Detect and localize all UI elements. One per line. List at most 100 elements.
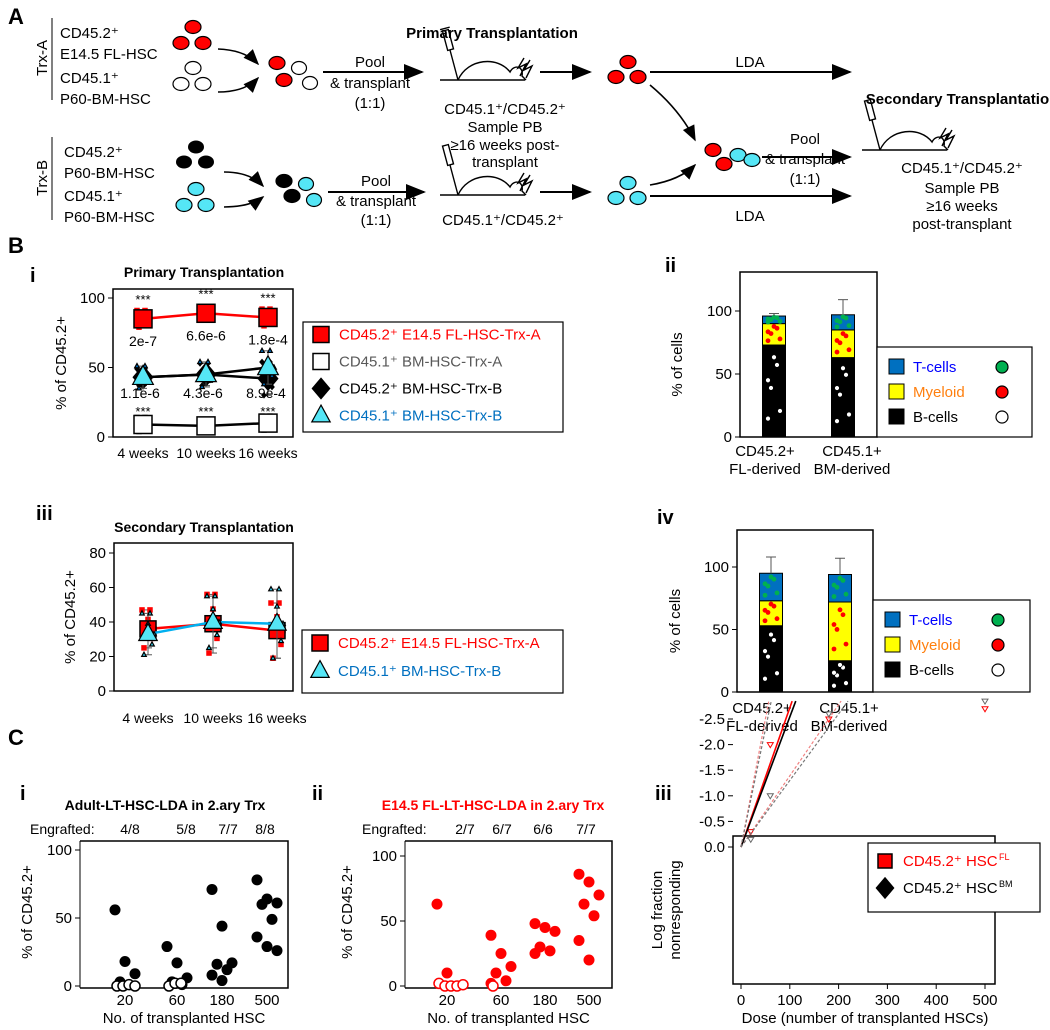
y-tick-label: -2.5 bbox=[699, 711, 725, 728]
replicate-dot bbox=[765, 377, 771, 383]
legend-dot bbox=[991, 663, 1005, 677]
replicate-dot bbox=[774, 362, 780, 368]
replicate-point bbox=[266, 346, 274, 354]
legend-marker-triangle bbox=[310, 403, 332, 423]
fit-line bbox=[740, 700, 797, 848]
charts: Primary Transplantation 0 50 100 % of CD45.2… bbox=[19, 264, 1041, 1027]
replicate-dot bbox=[843, 680, 849, 686]
replicate-dot bbox=[777, 408, 783, 414]
engrafted-fraction: 6/6 bbox=[533, 821, 553, 837]
engrafted-fraction: 2/7 bbox=[455, 821, 475, 837]
data-point-engrafted bbox=[544, 945, 556, 957]
bm-hsc-cells-white bbox=[172, 60, 212, 92]
x-tick-label: BM-derived bbox=[814, 461, 891, 478]
y-tick-label: 0 bbox=[98, 683, 106, 700]
y-tick-label: 20 bbox=[89, 649, 106, 666]
y-tick-label: -0.5 bbox=[699, 813, 725, 830]
replicate-dot bbox=[762, 618, 768, 624]
trx-a-donor2-marker: CD45.1⁺ bbox=[60, 70, 119, 87]
y-axis-label: % of CD45.2+ bbox=[339, 865, 356, 959]
sample-time-label: ≥16 weeks bbox=[926, 198, 998, 215]
replicate-point bbox=[198, 383, 206, 390]
data-point-engrafted bbox=[129, 968, 141, 980]
x-tick-label: FL-derived bbox=[726, 718, 798, 735]
x-tick-label: 4 weeks bbox=[122, 710, 173, 726]
data-point-not-engrafted bbox=[129, 980, 141, 992]
y-tick-label: 100 bbox=[47, 842, 72, 859]
data-point-engrafted bbox=[529, 948, 541, 959]
y-tick-label: 100 bbox=[704, 559, 729, 576]
bm-hsc-cells-cyan bbox=[175, 181, 215, 213]
replicate-dot bbox=[765, 329, 771, 335]
chart-title: Primary Transplantation bbox=[124, 264, 284, 280]
data-point-engrafted bbox=[266, 913, 278, 925]
x-tick-label: 0 bbox=[737, 992, 745, 1009]
replicate-point bbox=[196, 358, 204, 365]
mean-marker bbox=[258, 413, 278, 433]
pool-label: Pool bbox=[790, 131, 820, 148]
replicate-dot bbox=[774, 670, 780, 676]
data-point bbox=[746, 829, 755, 836]
y-tick-label: 0 bbox=[721, 684, 729, 701]
x-tick-label: 16 weeks bbox=[247, 710, 306, 726]
replicate-dot bbox=[774, 590, 780, 596]
legend-label: B-cells bbox=[913, 409, 958, 426]
significance-stars: *** bbox=[135, 292, 150, 307]
replicate-dot bbox=[771, 637, 777, 643]
mouse-injection-icon bbox=[440, 143, 534, 196]
replicate-dot bbox=[834, 318, 840, 323]
y-tick-label: 0 bbox=[389, 978, 397, 995]
y-axis-label: % of CD45.2+ bbox=[53, 316, 70, 410]
panel-label-ci: i bbox=[20, 783, 26, 805]
legend-label: CD45.2⁺ BM-HSC-Trx-B bbox=[339, 381, 502, 398]
significance-stars: *** bbox=[260, 290, 275, 305]
data-point-not-engrafted bbox=[175, 977, 187, 990]
panel-label-biii: iii bbox=[36, 503, 53, 525]
secondary-transplantation-title: Secondary Transplantation bbox=[866, 91, 1050, 108]
confidence-line bbox=[740, 700, 842, 848]
engrafted-fraction: 5/8 bbox=[176, 821, 196, 837]
data-point-engrafted bbox=[583, 954, 595, 966]
mean-marker bbox=[196, 303, 216, 324]
y-axis-label: % of CD45.2+ bbox=[19, 865, 36, 959]
replicate-dot bbox=[762, 648, 768, 654]
data-point-engrafted bbox=[221, 964, 233, 976]
schematic-trx-a: Trx-A CD45.2⁺ E14.5 FL-HSC CD45.1⁺ P60-B… bbox=[34, 18, 578, 171]
mean-marker bbox=[196, 416, 216, 436]
bm-hsc-cells-black bbox=[176, 140, 214, 169]
x-tick-label: BM-derived bbox=[811, 718, 888, 735]
replicate-dot bbox=[834, 349, 840, 355]
lda-label: LDA bbox=[735, 54, 764, 71]
replicate-dot bbox=[846, 411, 852, 418]
replicate-point bbox=[267, 585, 275, 592]
trx-b-label: Trx-B bbox=[34, 160, 51, 196]
legend-label: Myeloid bbox=[913, 384, 965, 401]
pooled-cells-b bbox=[275, 173, 323, 208]
legend-label: CD45.2⁺ E14.5 FL-HSC-Trx-A bbox=[339, 327, 541, 344]
mean-marker bbox=[137, 622, 159, 642]
chart-title: E14.5 FL-LT-HSC-LDA in 2.ary Trx bbox=[382, 797, 605, 813]
legend-box bbox=[301, 629, 564, 694]
legend-label: B-cells bbox=[909, 662, 954, 679]
panel-label-bi: i bbox=[30, 265, 36, 287]
ratio-label: (1:1) bbox=[355, 95, 386, 112]
replicate-dot bbox=[834, 338, 840, 343]
legend-label: Myeloid bbox=[909, 637, 961, 654]
replicate-dot bbox=[771, 314, 777, 320]
panel-label-ciii: iii bbox=[655, 783, 672, 805]
significance-stars: *** bbox=[135, 404, 150, 419]
lda-label: LDA bbox=[735, 208, 764, 225]
x-tick-label: 500 bbox=[972, 992, 997, 1009]
legend-label-superscript: FL bbox=[999, 852, 1010, 862]
plot-area bbox=[739, 271, 878, 438]
harvested-bm-cells bbox=[607, 175, 647, 206]
merge-arrow bbox=[217, 48, 260, 66]
merge-arrow bbox=[649, 84, 696, 142]
legend-dot bbox=[995, 410, 1009, 424]
confidence-line bbox=[740, 700, 849, 848]
panel-label-a: A bbox=[8, 4, 24, 29]
y-tick-label: 0.0 bbox=[704, 839, 725, 856]
legend-swatch bbox=[888, 358, 905, 375]
replicate-point bbox=[259, 358, 265, 366]
transplant-label: & transplant bbox=[330, 75, 411, 92]
